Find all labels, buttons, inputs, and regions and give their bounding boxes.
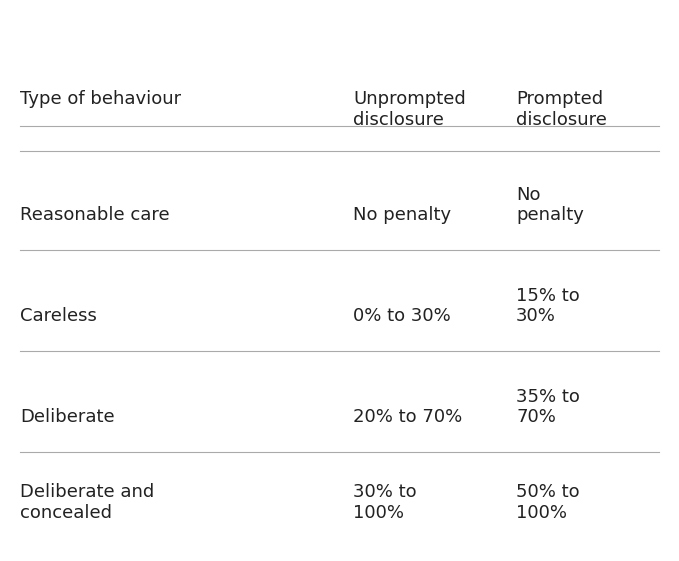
Text: Reasonable care: Reasonable care <box>20 206 170 224</box>
Text: Type of behaviour: Type of behaviour <box>20 90 181 108</box>
Text: Deliberate: Deliberate <box>20 408 115 426</box>
Text: 0% to 30%: 0% to 30% <box>353 307 451 325</box>
Text: Deliberate and
concealed: Deliberate and concealed <box>20 483 155 522</box>
Text: 30% to
100%: 30% to 100% <box>353 483 417 522</box>
Text: No
penalty: No penalty <box>516 186 584 224</box>
Text: No penalty: No penalty <box>353 206 452 224</box>
Text: 20% to 70%: 20% to 70% <box>353 408 462 426</box>
Text: Prompted
disclosure: Prompted disclosure <box>516 90 607 128</box>
Text: Unprompted
disclosure: Unprompted disclosure <box>353 90 466 128</box>
Text: 15% to
30%: 15% to 30% <box>516 287 580 325</box>
Text: 35% to
70%: 35% to 70% <box>516 388 580 426</box>
Text: 50% to
100%: 50% to 100% <box>516 483 580 522</box>
Text: Careless: Careless <box>20 307 97 325</box>
